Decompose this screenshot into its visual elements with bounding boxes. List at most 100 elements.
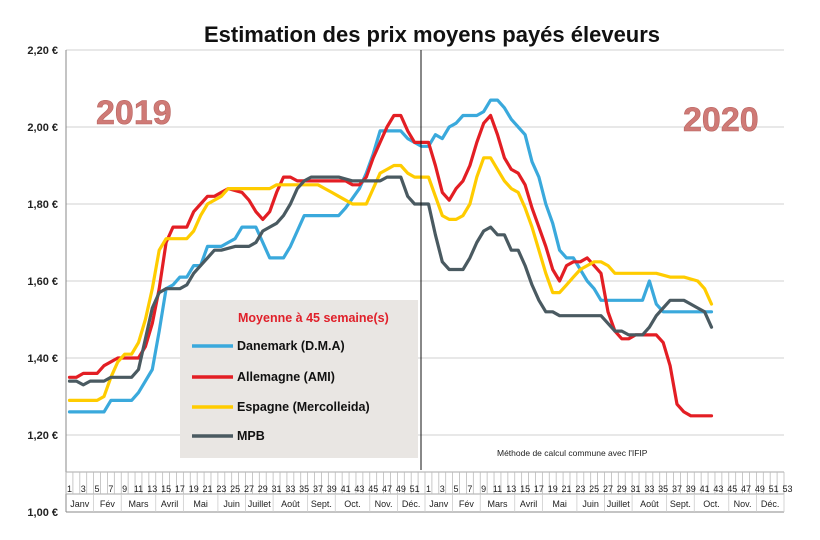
week-label: 11 xyxy=(493,484,502,494)
week-label: 3 xyxy=(81,484,86,494)
week-label: 43 xyxy=(713,484,723,494)
month-label-2020: Fév xyxy=(459,499,475,509)
month-label-2020: Janv xyxy=(429,499,449,509)
week-label: 7 xyxy=(108,484,113,494)
y-axis: 1,00 € 1,20 € 1,40 € 1,60 € 1,80 € 2,00 € 2,20… xyxy=(27,45,67,519)
week-label: 39 xyxy=(327,484,337,494)
week-label: 25 xyxy=(230,484,240,494)
month-label-2020: Août xyxy=(640,499,659,509)
month-label-2020: Mars xyxy=(487,499,507,509)
month-label-2019: Mars xyxy=(128,499,148,509)
week-label: 33 xyxy=(285,484,295,494)
week-label: 27 xyxy=(603,484,613,494)
week-label: 17 xyxy=(175,484,185,494)
gridlines xyxy=(66,49,784,513)
legend-entry: Allemagne (AMI) xyxy=(237,370,335,384)
week-label: 43 xyxy=(354,484,364,494)
month-label-2019: Oct. xyxy=(344,499,361,509)
week-label: 49 xyxy=(396,484,406,494)
month-label-2020: Oct. xyxy=(703,499,720,509)
week-label: 41 xyxy=(700,484,710,494)
month-label-2020: Juillet xyxy=(607,499,631,509)
week-label: 17 xyxy=(534,484,544,494)
week-label: 3 xyxy=(440,484,445,494)
week-label: 19 xyxy=(548,484,558,494)
week-label: 1 xyxy=(67,484,72,494)
method-note: Méthode de calcul commune avec l'IFIP xyxy=(497,448,648,458)
legend-entry: Espagne (Mercolleida) xyxy=(237,400,370,414)
week-label: 25 xyxy=(589,484,599,494)
month-label-2020: Déc. xyxy=(761,499,780,509)
week-label: 51 xyxy=(769,484,779,494)
week-label: 9 xyxy=(122,484,127,494)
month-label-2019: Août xyxy=(281,499,300,509)
week-label: 9 xyxy=(481,484,486,494)
month-label-2020: Mai xyxy=(552,499,567,509)
y-tick-label: 1,60 € xyxy=(27,276,58,288)
month-label-2019: Nov. xyxy=(375,499,393,509)
month-label-2019: Janv xyxy=(70,499,90,509)
y-tick-label: 2,00 € xyxy=(27,122,58,134)
week-label: 49 xyxy=(755,484,765,494)
week-label: 13 xyxy=(147,484,157,494)
y-tick-label: 1,40 € xyxy=(27,353,58,365)
legend-title: Moyenne à 45 semaine(s) xyxy=(238,311,389,325)
month-label-2020: Nov. xyxy=(734,499,752,509)
legend-background xyxy=(180,300,418,458)
week-label: 33 xyxy=(644,484,654,494)
week-label: 29 xyxy=(617,484,627,494)
year-label-2019: 2019 xyxy=(96,94,172,132)
series-line-1 xyxy=(67,113,714,418)
series-lines xyxy=(67,98,714,418)
week-label: 37 xyxy=(672,484,682,494)
week-label: 45 xyxy=(727,484,737,494)
month-label-2019: Déc. xyxy=(402,499,421,509)
month-label-2019: Juin xyxy=(223,499,240,509)
month-label-2019: Mai xyxy=(193,499,208,509)
month-label-2019: Sept. xyxy=(311,499,332,509)
week-label: 47 xyxy=(741,484,751,494)
week-label: 21 xyxy=(562,484,572,494)
week-label: 41 xyxy=(341,484,351,494)
chart-title: Estimation des prix moyens payés éleveur… xyxy=(204,22,660,47)
month-label-2019: Fév xyxy=(100,499,116,509)
week-label: 7 xyxy=(467,484,472,494)
y-tick-label: 1,20 € xyxy=(27,430,58,442)
legend-entry: MPB xyxy=(237,429,265,443)
week-label: 27 xyxy=(244,484,254,494)
series-line-3 xyxy=(67,175,714,387)
week-label: 37 xyxy=(313,484,323,494)
week-label: 29 xyxy=(258,484,268,494)
week-label: 31 xyxy=(272,484,282,494)
week-label: 15 xyxy=(161,484,171,494)
week-label: 1 xyxy=(426,484,431,494)
week-label: 23 xyxy=(575,484,585,494)
week-label: 5 xyxy=(454,484,459,494)
legend-entry: Danemark (D.M.A) xyxy=(237,339,345,353)
legend: Moyenne à 45 semaine(s) Danemark (D.M.A)… xyxy=(192,311,389,443)
week-label: 47 xyxy=(382,484,392,494)
week-label: 5 xyxy=(95,484,100,494)
y-tick-label: 1,00 € xyxy=(27,507,58,519)
y-tick-label: 1,80 € xyxy=(27,199,58,211)
series-line-2 xyxy=(67,156,714,402)
week-label: 35 xyxy=(658,484,668,494)
week-label: 31 xyxy=(631,484,641,494)
month-label-2019: Avril xyxy=(161,499,178,509)
week-label: 35 xyxy=(299,484,309,494)
y-tick-label: 2,20 € xyxy=(27,45,58,57)
x-axis: 1 3 5 7 9 11 13 15 17 19 21 23 25 27 29 31 33 35 37 39 41 43 4… xyxy=(65,471,792,513)
week-label: 11 xyxy=(134,484,143,494)
week-label: 13 xyxy=(506,484,516,494)
week-label: 19 xyxy=(189,484,199,494)
series-line-0 xyxy=(67,98,714,414)
week-label: 23 xyxy=(216,484,226,494)
month-label-2019: Juillet xyxy=(248,499,272,509)
month-label-2020: Avril xyxy=(520,499,537,509)
week-label: 45 xyxy=(368,484,378,494)
week-label: 39 xyxy=(686,484,696,494)
year-label-2020: 2020 xyxy=(683,101,759,139)
week-label: 21 xyxy=(203,484,213,494)
month-label-2020: Juin xyxy=(582,499,599,509)
